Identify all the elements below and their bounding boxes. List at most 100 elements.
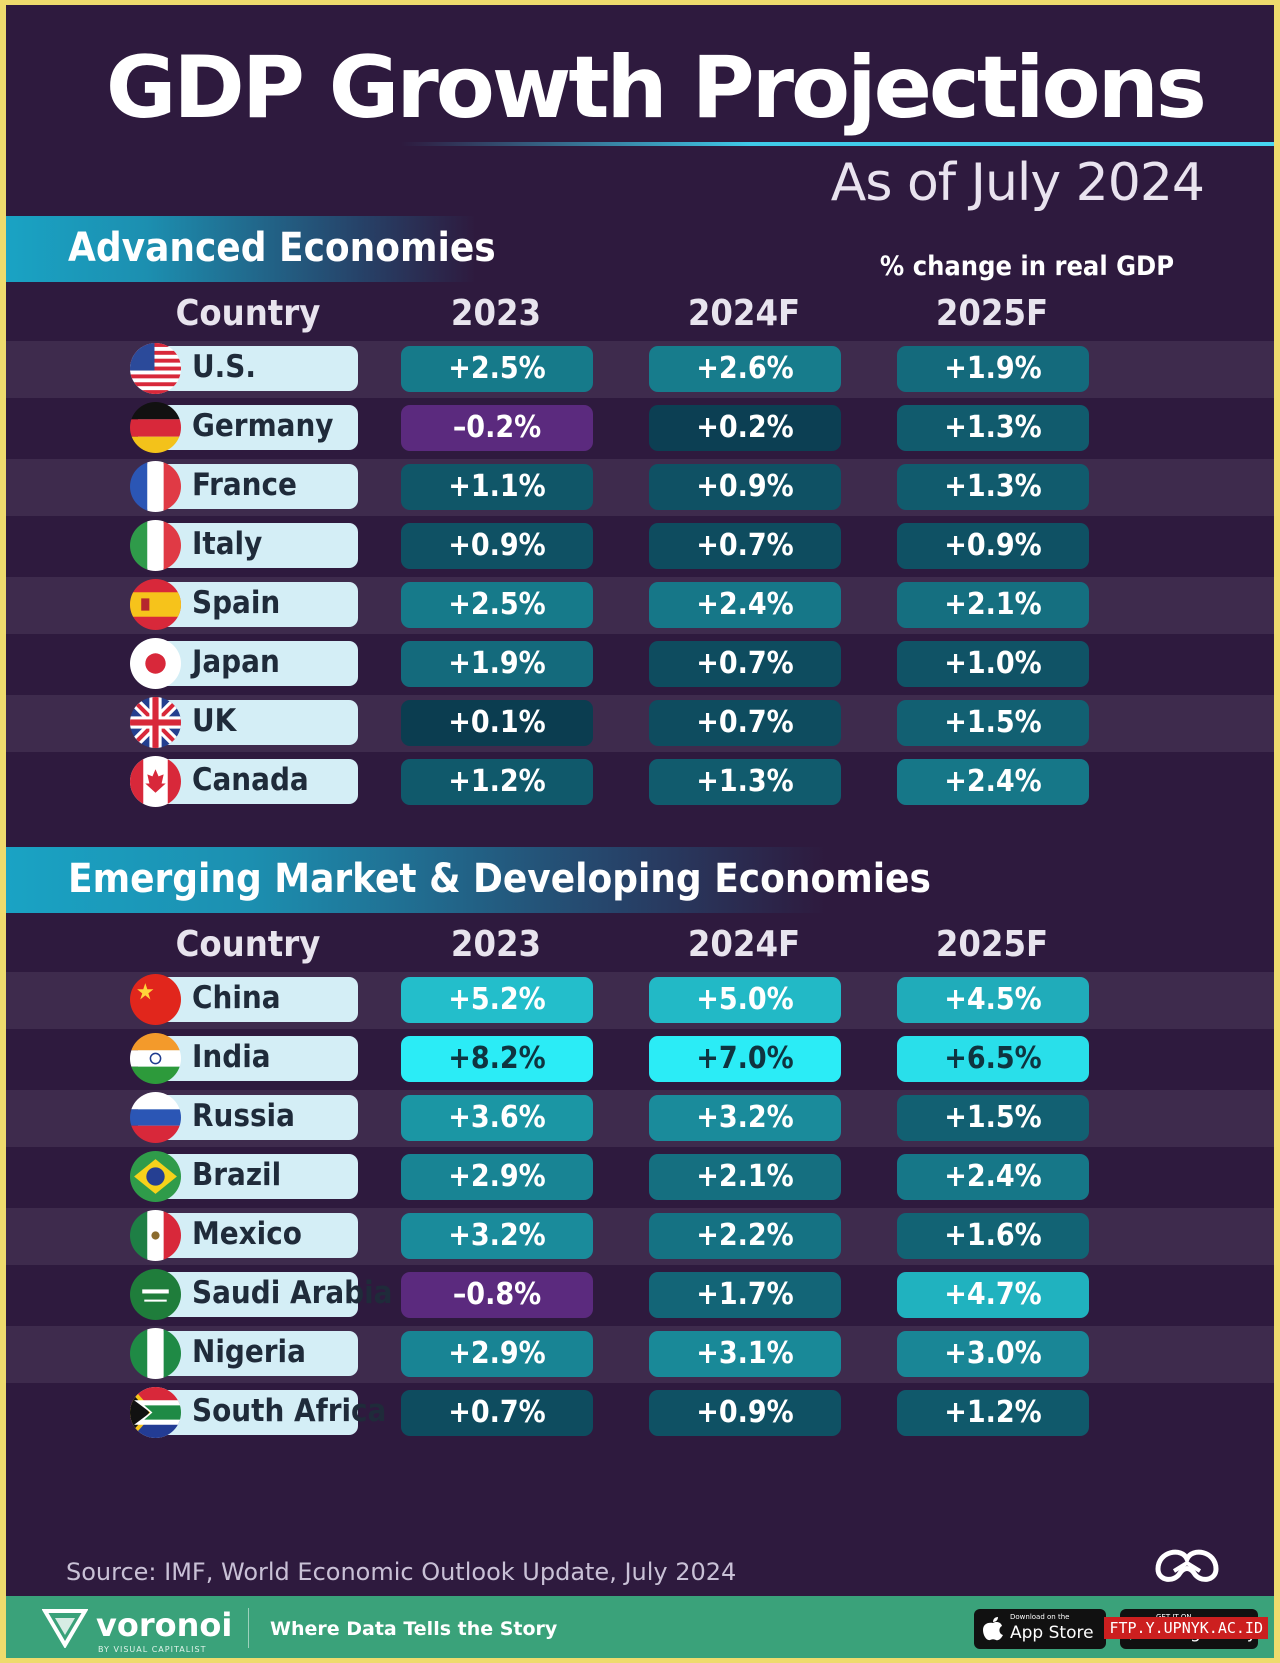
growth-value-cell: +3.2% bbox=[649, 1095, 841, 1141]
country-label: Canada bbox=[130, 756, 358, 807]
growth-value-cell: –0.8% bbox=[401, 1272, 593, 1318]
growth-value-cell: +2.5% bbox=[401, 346, 593, 392]
country-name: UK bbox=[192, 703, 237, 739]
growth-value-cell: +1.9% bbox=[897, 346, 1089, 392]
growth-value-cell: +1.6% bbox=[897, 1213, 1089, 1259]
spain-flag-icon bbox=[130, 579, 181, 630]
section-title: Advanced Economies bbox=[68, 225, 496, 271]
country-name: Saudi Arabia bbox=[192, 1275, 393, 1311]
section-header-bar bbox=[6, 216, 476, 282]
india-flag-icon bbox=[130, 1033, 181, 1084]
infographic: GDP Growth Projections As of July 2024 %… bbox=[6, 5, 1274, 1658]
growth-value-cell: +0.7% bbox=[649, 700, 841, 746]
column-header: 2024F bbox=[687, 924, 801, 965]
column-header: Country bbox=[175, 293, 321, 334]
japan-flag-icon bbox=[130, 638, 181, 689]
growth-value-cell: +0.1% bbox=[401, 700, 593, 746]
growth-value-cell: +2.2% bbox=[649, 1213, 841, 1259]
country-label: India bbox=[130, 1033, 358, 1084]
page-title: GDP Growth Projections bbox=[105, 38, 1207, 138]
growth-value-cell: +1.3% bbox=[649, 759, 841, 805]
column-header: 2023 bbox=[450, 924, 542, 965]
growth-value-cell: +1.9% bbox=[401, 641, 593, 687]
us-flag-icon bbox=[130, 343, 181, 394]
unit-note: % change in real GDP bbox=[879, 251, 1174, 282]
canada-flag-icon bbox=[130, 756, 181, 807]
app-store-small: Download on the bbox=[1010, 1613, 1070, 1621]
country-label: U.S. bbox=[130, 343, 358, 394]
growth-value-cell: +2.4% bbox=[897, 759, 1089, 805]
country-label: Germany bbox=[130, 402, 358, 453]
app-store-label: App Store bbox=[1010, 1623, 1094, 1643]
growth-value-cell: +2.6% bbox=[649, 346, 841, 392]
watermark: FTP.Y.UPNYK.AC.ID bbox=[1104, 1617, 1268, 1639]
column-header: 2024F bbox=[687, 293, 801, 334]
source-note: Source: IMF, World Economic Outlook Upda… bbox=[66, 1558, 737, 1586]
country-name: Germany bbox=[192, 408, 334, 444]
country-name: India bbox=[192, 1039, 271, 1075]
country-label: Nigeria bbox=[130, 1328, 358, 1379]
growth-value-cell: +6.5% bbox=[897, 1036, 1089, 1082]
growth-value-cell: +0.9% bbox=[649, 1390, 841, 1436]
growth-value-cell: +0.9% bbox=[401, 523, 593, 569]
country-label: Brazil bbox=[130, 1151, 358, 1202]
country-name: Brazil bbox=[192, 1157, 282, 1193]
growth-value-cell: +3.2% bbox=[401, 1213, 593, 1259]
column-header: 2025F bbox=[935, 924, 1049, 965]
country-label: Spain bbox=[130, 579, 358, 630]
brazil-flag-icon bbox=[130, 1151, 181, 1202]
growth-value-cell: +3.0% bbox=[897, 1331, 1089, 1377]
brand-subtitle: BY VISUAL CAPITALIST bbox=[98, 1645, 207, 1654]
section-title: Emerging Market & Developing Economies bbox=[68, 856, 931, 902]
growth-value-cell: +1.5% bbox=[897, 1095, 1089, 1141]
country-label: UK bbox=[130, 697, 358, 748]
footer-bar: voronoi BY VISUAL CAPITALIST Where Data … bbox=[6, 1596, 1274, 1658]
section-header-bar bbox=[6, 847, 826, 913]
country-name: Russia bbox=[192, 1098, 295, 1134]
country-name: France bbox=[192, 467, 297, 503]
country-label: South Africa bbox=[130, 1387, 386, 1438]
china-flag-icon bbox=[130, 974, 181, 1025]
growth-value-cell: +1.0% bbox=[897, 641, 1089, 687]
voronoi-logo-icon bbox=[42, 1609, 88, 1648]
country-name: Spain bbox=[192, 585, 281, 621]
growth-value-cell: +4.7% bbox=[897, 1272, 1089, 1318]
growth-value-cell: +1.3% bbox=[897, 464, 1089, 510]
russia-flag-icon bbox=[130, 1092, 181, 1143]
growth-value-cell: +0.9% bbox=[649, 464, 841, 510]
country-name: Italy bbox=[192, 526, 263, 562]
growth-value-cell: +3.1% bbox=[649, 1331, 841, 1377]
germany-flag-icon bbox=[130, 402, 181, 453]
growth-value-cell: +7.0% bbox=[649, 1036, 841, 1082]
growth-value-cell: +1.5% bbox=[897, 700, 1089, 746]
country-name: Canada bbox=[192, 762, 309, 798]
title-underline bbox=[401, 142, 1274, 146]
page-subtitle: As of July 2024 bbox=[830, 153, 1205, 213]
country-label: China bbox=[130, 974, 358, 1025]
growth-value-cell: +2.9% bbox=[401, 1154, 593, 1200]
growth-value-cell: +2.1% bbox=[897, 582, 1089, 628]
mexico-flag-icon bbox=[130, 1210, 181, 1261]
nigeria-flag-icon bbox=[130, 1328, 181, 1379]
growth-value-cell: +1.1% bbox=[401, 464, 593, 510]
growth-value-cell: +4.5% bbox=[897, 977, 1089, 1023]
country-name: U.S. bbox=[192, 349, 256, 385]
growth-value-cell: +3.6% bbox=[401, 1095, 593, 1141]
growth-value-cell: +0.7% bbox=[649, 641, 841, 687]
growth-value-cell: +1.2% bbox=[897, 1390, 1089, 1436]
saudi-arabia-flag-icon bbox=[130, 1269, 181, 1320]
growth-value-cell: +0.7% bbox=[401, 1390, 593, 1436]
column-header: 2025F bbox=[935, 293, 1049, 334]
apple-icon bbox=[983, 1617, 1003, 1641]
uk-flag-icon bbox=[130, 697, 181, 748]
brand-name: voronoi bbox=[96, 1606, 233, 1644]
growth-value-cell: +1.7% bbox=[649, 1272, 841, 1318]
italy-flag-icon bbox=[130, 520, 181, 571]
country-label: Russia bbox=[130, 1092, 358, 1143]
country-label: Japan bbox=[130, 638, 358, 689]
country-name: Nigeria bbox=[192, 1334, 306, 1370]
growth-value-cell: +0.9% bbox=[897, 523, 1089, 569]
app-store-button[interactable]: Download on the App Store bbox=[974, 1609, 1106, 1649]
growth-value-cell: +0.2% bbox=[649, 405, 841, 451]
south-africa-flag-icon bbox=[130, 1387, 181, 1438]
